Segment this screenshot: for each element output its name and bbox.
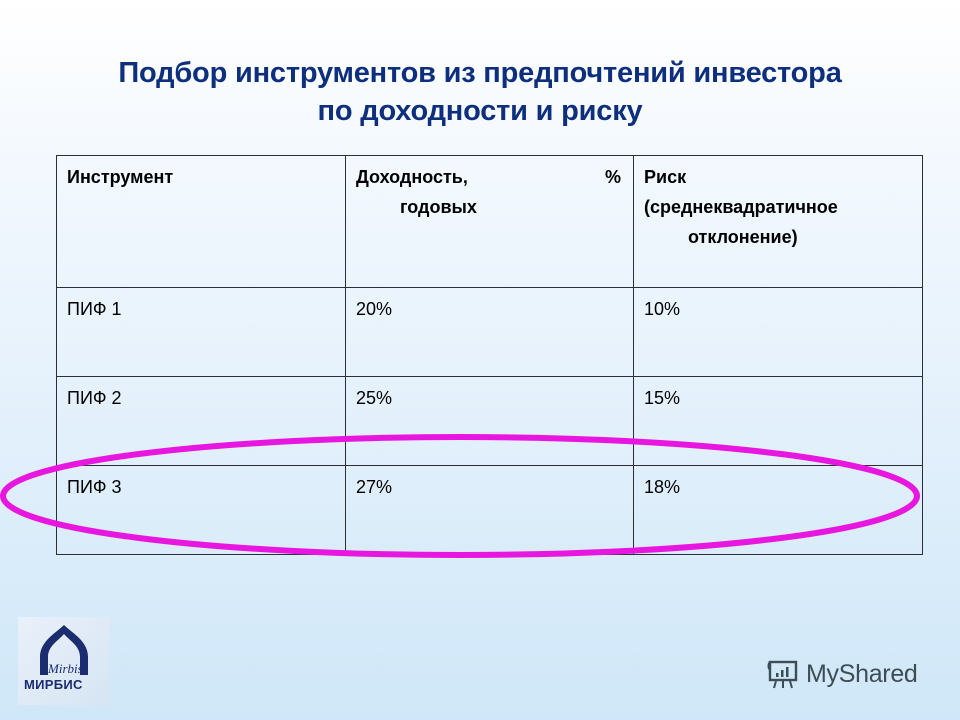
table-header-row: Инструмент Доходность, % годовых Риск (с… [56,155,923,288]
title-line-1: Подбор инструментов из предпочтений инве… [118,57,842,89]
watermark-text: MyShared [806,659,918,688]
dome-arch-icon [40,625,88,675]
mirbis-logo: Mirbis МИРБИС [18,617,110,705]
table-row: ПИФ 2 25% 15% [56,376,923,466]
header-yield-line1: Доходность, [356,167,468,187]
cell-yield: 27% [345,465,634,555]
table-row: ПИФ 1 20% 10% [56,287,923,377]
header-instrument-label: Инструмент [67,167,174,187]
cell-risk: 15% [633,376,923,466]
table-row: ПИФ 3 27% 18% [56,465,923,555]
header-yield-percent: % [604,167,621,187]
cell-instrument: ПИФ 3 [56,465,346,555]
cell-instrument: ПИФ 2 [56,376,346,466]
cell-risk: 18% [633,465,923,555]
cell-instrument: ПИФ 1 [56,287,346,377]
slide-title: Подбор инструментов из предпочтений инве… [0,54,960,130]
cell-yield: 20% [345,287,634,377]
presentation-board-icon [767,660,798,689]
header-risk-line2: (среднеквадратичное [644,197,838,217]
header-risk-line1: Риск [644,167,687,187]
header-instrument: Инструмент [56,155,346,288]
logo-name: МИРБИС [24,677,83,692]
myshared-watermark: MyShared [766,656,918,692]
header-risk-line3: отклонение) [688,227,798,247]
header-yield-line2: годовых [400,197,477,217]
instruments-table: Инструмент Доходность, % годовых Риск (с… [56,155,923,555]
cell-risk: 10% [633,287,923,377]
header-risk: Риск (среднеквадратичное отклонение) [633,155,923,288]
logo-script-text: Mirbis [48,661,83,676]
title-line-2: по доходности и риску [317,95,643,127]
cell-yield: 25% [345,376,634,466]
header-yield: Доходность, % годовых [345,155,634,288]
